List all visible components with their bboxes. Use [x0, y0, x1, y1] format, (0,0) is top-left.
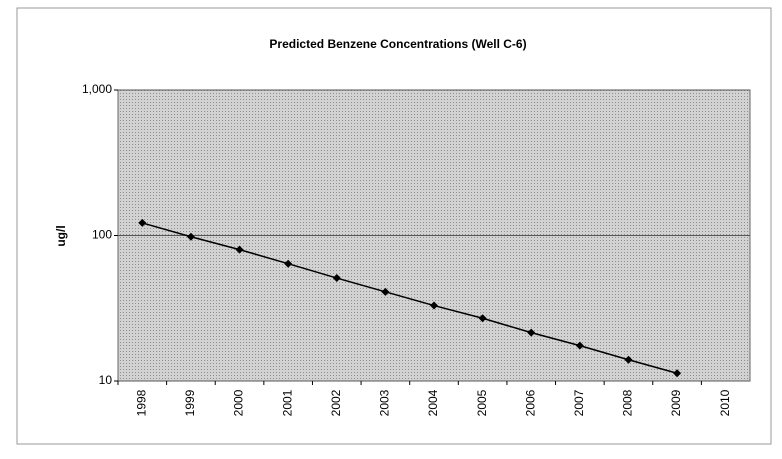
x-tick-label: 2001	[280, 389, 294, 416]
x-tick-label: 2004	[426, 389, 440, 416]
marker	[186, 232, 195, 241]
marker	[235, 245, 244, 254]
x-tick-label: 2003	[378, 389, 392, 416]
marker	[284, 259, 293, 268]
x-tick-label: 1998	[134, 389, 148, 416]
marker	[381, 287, 390, 296]
marker	[673, 369, 682, 378]
chart-title: Predicted Benzene Concentrations (Well C…	[269, 37, 526, 51]
y-axis-label: ug/l	[54, 225, 68, 246]
y-tick-label: 10	[99, 373, 113, 387]
y-tick-label: 100	[92, 228, 112, 242]
series-line	[142, 222, 678, 374]
marker	[138, 218, 147, 227]
x-tick-label: 2000	[232, 389, 246, 416]
x-tick-label: 2009	[669, 389, 683, 416]
marker	[332, 274, 341, 283]
x-tick-label: 2005	[475, 389, 489, 416]
x-tick-label: 1999	[183, 389, 197, 416]
x-tick-label: 2002	[329, 389, 343, 416]
marker	[624, 355, 633, 364]
x-tick-label: 2007	[572, 389, 586, 416]
marker	[430, 301, 438, 310]
x-tick-label: 2010	[718, 389, 732, 416]
x-tick-label: 2008	[621, 389, 635, 416]
marker	[527, 328, 536, 337]
y-tick-label: 1,000	[82, 82, 112, 96]
marker	[478, 314, 487, 323]
x-tick-label: 2006	[523, 389, 537, 416]
marker	[575, 341, 584, 350]
